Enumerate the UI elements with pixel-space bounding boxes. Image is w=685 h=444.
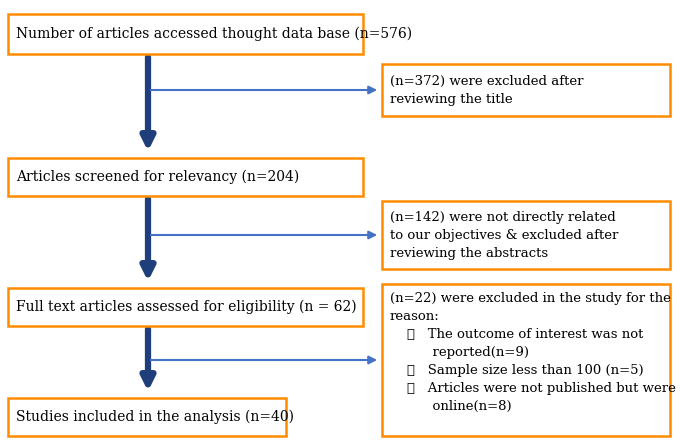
Text: (n=372) were excluded after
reviewing the title: (n=372) were excluded after reviewing th… — [390, 75, 584, 106]
FancyBboxPatch shape — [382, 284, 670, 436]
FancyBboxPatch shape — [8, 158, 363, 196]
FancyBboxPatch shape — [382, 201, 670, 269]
Text: Articles screened for relevancy (n=204): Articles screened for relevancy (n=204) — [16, 170, 299, 184]
FancyBboxPatch shape — [8, 14, 363, 54]
FancyBboxPatch shape — [8, 288, 363, 326]
Text: Number of articles accessed thought data base (n=576): Number of articles accessed thought data… — [16, 27, 412, 41]
FancyBboxPatch shape — [382, 64, 670, 116]
Text: Full text articles assessed for eligibility (n = 62): Full text articles assessed for eligibil… — [16, 300, 357, 314]
Text: Studies included in the analysis (n=40): Studies included in the analysis (n=40) — [16, 410, 294, 424]
Text: (n=142) were not directly related
to our objectives & excluded after
reviewing t: (n=142) were not directly related to our… — [390, 210, 619, 259]
Text: (n=22) were excluded in the study for the
reason:
    ✓   The outcome of interes: (n=22) were excluded in the study for th… — [390, 292, 676, 413]
FancyBboxPatch shape — [8, 398, 286, 436]
